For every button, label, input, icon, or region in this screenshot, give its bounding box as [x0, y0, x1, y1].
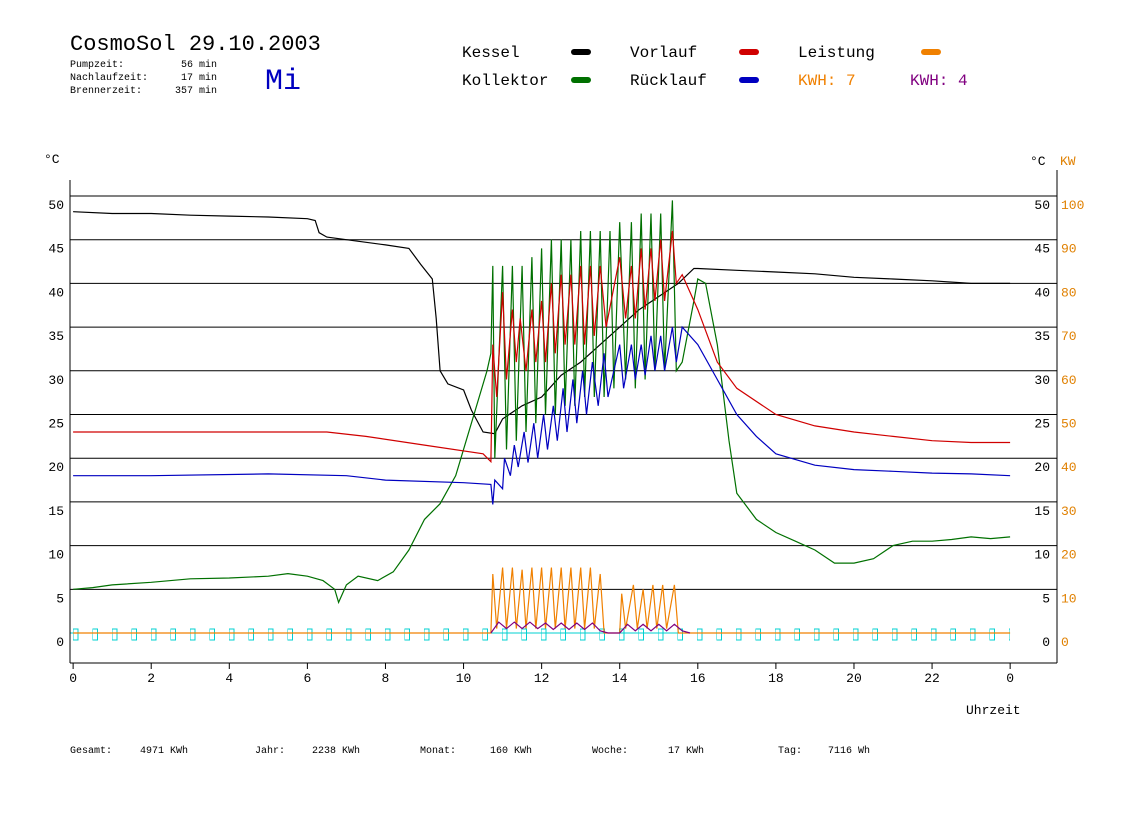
energy-label: KWH: 4 — [910, 72, 968, 90]
title: CosmoSol 29.10.2003 — [70, 32, 321, 57]
y2-tick-label: 60 — [1061, 373, 1077, 388]
footer-value: 17 KWh — [668, 745, 704, 757]
y-axis-label: °C — [44, 152, 60, 167]
y-tick-label: 0 — [56, 635, 64, 650]
x-tick-label: 20 — [846, 671, 862, 686]
x-tick-label: 4 — [225, 671, 233, 686]
series-line — [73, 211, 1011, 435]
x-tick-label: 18 — [768, 671, 784, 686]
stat-value: 56 min — [181, 59, 217, 71]
x-tick-label: 14 — [612, 671, 628, 686]
x-tick-label: 0 — [1006, 671, 1014, 686]
y-tick-label-right: 15 — [1034, 504, 1050, 519]
y2-tick-label: 0 — [1061, 635, 1069, 650]
x-tick-label: 2 — [147, 671, 155, 686]
y-tick-label: 20 — [48, 460, 64, 475]
day: Mi — [265, 65, 301, 99]
x-tick-label: 12 — [534, 671, 550, 686]
y2-tick-label: 10 — [1061, 591, 1077, 606]
y-tick-label-right: 40 — [1034, 285, 1050, 300]
y-axis-label-right: °C — [1030, 154, 1046, 169]
x-tick-label: 10 — [456, 671, 472, 686]
y-tick-label-right: 20 — [1034, 460, 1050, 475]
y-tick-label: 35 — [48, 329, 64, 344]
y-tick-label-right: 45 — [1034, 242, 1050, 257]
stat-value: 357 min — [175, 85, 217, 97]
x-tick-label: 16 — [690, 671, 706, 686]
x-axis-label: Uhrzeit — [966, 703, 1021, 718]
y-tick-label: 40 — [48, 285, 64, 300]
y2-axis-label: KW — [1060, 154, 1076, 169]
y-tick-label: 25 — [48, 417, 64, 432]
y-tick-label: 50 — [48, 198, 64, 213]
footer-label: Gesamt: — [70, 746, 112, 757]
legend-label: Rücklauf — [630, 72, 707, 90]
energy-label: KWH: 7 — [798, 72, 856, 90]
footer-label: Jahr: — [255, 745, 285, 757]
footer-value: 4971 KWh — [140, 745, 188, 757]
footer-value: 7116 Wh — [828, 745, 870, 757]
series-line — [73, 200, 1011, 605]
y-tick-label-right: 10 — [1034, 548, 1050, 563]
y2-tick-label: 80 — [1061, 285, 1077, 300]
x-tick-label: 8 — [382, 671, 390, 686]
y2-tick-label: 40 — [1061, 460, 1077, 475]
footer-label: Tag: — [778, 746, 802, 757]
y2-tick-label: 30 — [1061, 504, 1077, 519]
x-tick-label: 22 — [924, 671, 940, 686]
series-line — [73, 325, 1011, 505]
pump-pulses — [73, 627, 1010, 641]
legend-label: Kollektor — [462, 72, 548, 90]
legend-label: Kessel — [462, 44, 520, 62]
y2-tick-label: 100 — [1061, 198, 1084, 213]
y2-tick-label: 90 — [1061, 242, 1077, 257]
x-tick-label: 6 — [303, 671, 311, 686]
y2-tick-label: 70 — [1061, 329, 1077, 344]
y-tick-label: 10 — [48, 548, 64, 563]
legend-label: Vorlauf — [630, 44, 697, 62]
y-tick-label: 45 — [48, 242, 64, 257]
y-tick-label-right: 35 — [1034, 329, 1050, 344]
y-tick-label: 30 — [48, 373, 64, 388]
y2-tick-label: 20 — [1061, 548, 1077, 563]
y-tick-label: 15 — [48, 504, 64, 519]
y2-tick-label: 50 — [1061, 417, 1077, 432]
y-tick-label-right: 25 — [1034, 417, 1050, 432]
footer-value: 2238 KWh — [312, 745, 360, 757]
footer-label: Monat: — [420, 746, 456, 757]
y-tick-label-right: 30 — [1034, 373, 1050, 388]
x-tick-label: 0 — [69, 671, 77, 686]
series-line — [73, 567, 1011, 634]
stat-label: Brennerzeit: — [70, 85, 142, 97]
legend: Kessel Kollektor Vorlauf Rücklauf Leistung KW… — [462, 44, 968, 90]
stat-label: Nachlaufzeit: — [70, 72, 148, 84]
series-line — [490, 621, 691, 634]
y-tick-label-right: 5 — [1042, 591, 1050, 606]
legend-label: Leistung — [798, 44, 875, 62]
y-tick-label-right: 0 — [1042, 635, 1050, 650]
y-tick-label-right: 50 — [1034, 198, 1050, 213]
stat-value: 17 min — [181, 72, 217, 84]
plot — [69, 170, 1058, 664]
series-line — [73, 230, 1011, 464]
footer-value: 160 KWh — [490, 745, 532, 757]
stat-label: Pumpzeit: — [70, 59, 124, 71]
y-tick-label: 5 — [56, 591, 64, 606]
footer-label: Woche: — [592, 745, 628, 757]
